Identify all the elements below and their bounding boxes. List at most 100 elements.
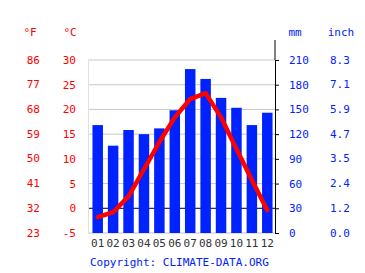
tick-label: 90 (289, 153, 302, 166)
tick: 150 (275, 103, 309, 116)
tick-label: 25 (63, 79, 76, 92)
tick: 90 (275, 153, 302, 166)
tick-label: 03 (122, 237, 135, 250)
plot-area (92, 69, 272, 233)
tick-mark (275, 184, 279, 185)
tick-label: 5 (69, 178, 76, 191)
tick-label: 10 (230, 237, 243, 250)
x-axis: 010203040506070809101112 (91, 233, 276, 250)
tick-label: 0 (289, 227, 296, 240)
tick-mark (275, 134, 279, 135)
tick: 30 (275, 202, 302, 215)
tick-label: 77 (27, 78, 40, 91)
tick: 02 (107, 233, 120, 250)
tick-label: 20 (63, 103, 76, 116)
tick-label: 02 (107, 237, 120, 250)
tick-label: 09 (214, 237, 227, 250)
chart: -505101520253023324150596877860306090120… (0, 0, 365, 273)
tick-label: 23 (27, 227, 40, 240)
axis-extension (275, 40, 276, 60)
tick: 11 (245, 233, 258, 250)
tick-label: 0 (69, 202, 76, 215)
tick-label: 10 (63, 153, 76, 166)
axis-title: °F (23, 26, 36, 39)
axis-title: inch (328, 26, 355, 39)
credit: Copyright: CLIMATE-DATA.ORG (90, 256, 269, 269)
tick-mark (275, 85, 279, 86)
tick-label: 1.2 (330, 202, 350, 215)
tick: 0 (275, 227, 296, 240)
y-axis-fahrenheit: 23 32 41 50 59 68 77 86 (27, 54, 40, 240)
tick: 120 (275, 128, 309, 141)
y2-axis-inch: 0.01.22.43.54.75.97.18.3 (330, 54, 350, 240)
tick-mark (275, 109, 279, 110)
tick-label: 32 (27, 202, 40, 215)
tick-label: 06 (168, 237, 181, 250)
tick-mark (275, 208, 279, 209)
tick: 210 (275, 54, 309, 67)
temperature-line (98, 93, 268, 217)
tick-label: 86 (27, 54, 40, 67)
grid-line (88, 84, 275, 85)
tick-label: 150 (289, 103, 309, 116)
tick-label: 180 (289, 79, 309, 92)
tick-label: 11 (245, 237, 258, 250)
bar (108, 146, 118, 233)
axis-title: mm (288, 26, 302, 39)
tick-label: 4.7 (330, 128, 350, 141)
tick: 15 (63, 128, 88, 141)
tick-label: 04 (137, 237, 151, 250)
tick-label: 12 (261, 237, 274, 250)
y2-axis: 0 30 60 90 120 150 180 210 (275, 54, 309, 240)
tick-label: 60 (289, 178, 302, 191)
tick-label: 68 (27, 103, 40, 116)
tick-label: 01 (91, 237, 104, 250)
tick-label: 3.5 (330, 152, 350, 165)
tick: 180 (275, 79, 309, 92)
tick-label: 07 (184, 237, 197, 250)
tick: 20 (63, 103, 88, 116)
x-axis-line (91, 233, 276, 234)
bar (262, 113, 272, 233)
tick: 12 (261, 233, 274, 250)
tick: 04 (137, 233, 151, 250)
tick-label: 120 (289, 128, 309, 141)
tick: 08 (199, 233, 212, 250)
tick-label: 08 (199, 237, 212, 250)
tick: 10 (230, 233, 243, 250)
grid (88, 60, 275, 233)
tick-label: 8.3 (330, 54, 350, 67)
tick-mark (275, 159, 279, 160)
tick-label: 0.0 (330, 227, 350, 240)
tick: 30 (63, 54, 88, 67)
bar (170, 110, 180, 233)
tick: 09 (214, 233, 227, 250)
y2-axis-line (276, 61, 280, 234)
tick-label: 30 (289, 202, 302, 215)
tick-mark (275, 60, 279, 61)
y-axis-line (88, 61, 89, 234)
tick: 03 (122, 233, 135, 250)
tick: 07 (184, 233, 197, 250)
tick: 01 (91, 233, 104, 250)
tick-label: 59 (27, 128, 40, 141)
tick-label: 5.9 (330, 103, 350, 116)
tick-label: 50 (27, 152, 40, 165)
tick: 10 (63, 153, 88, 166)
tick-mark (275, 233, 279, 234)
tick: 0 (69, 202, 88, 215)
bar (139, 134, 149, 233)
tick: 60 (275, 178, 302, 191)
tick: 25 (63, 79, 88, 92)
tick-label: 15 (63, 128, 76, 141)
bar (123, 130, 133, 233)
tick: 06 (168, 233, 181, 250)
tick-label: 05 (153, 237, 166, 250)
y-axis: -5 0 5 10 15 20 25 30 (63, 54, 89, 240)
tick-label: -5 (63, 227, 76, 240)
tick: 5 (69, 178, 88, 191)
tick-label: 30 (63, 54, 76, 67)
grid-line (88, 60, 275, 61)
tick-label: 41 (27, 177, 40, 190)
tick-label: 7.1 (330, 78, 350, 91)
